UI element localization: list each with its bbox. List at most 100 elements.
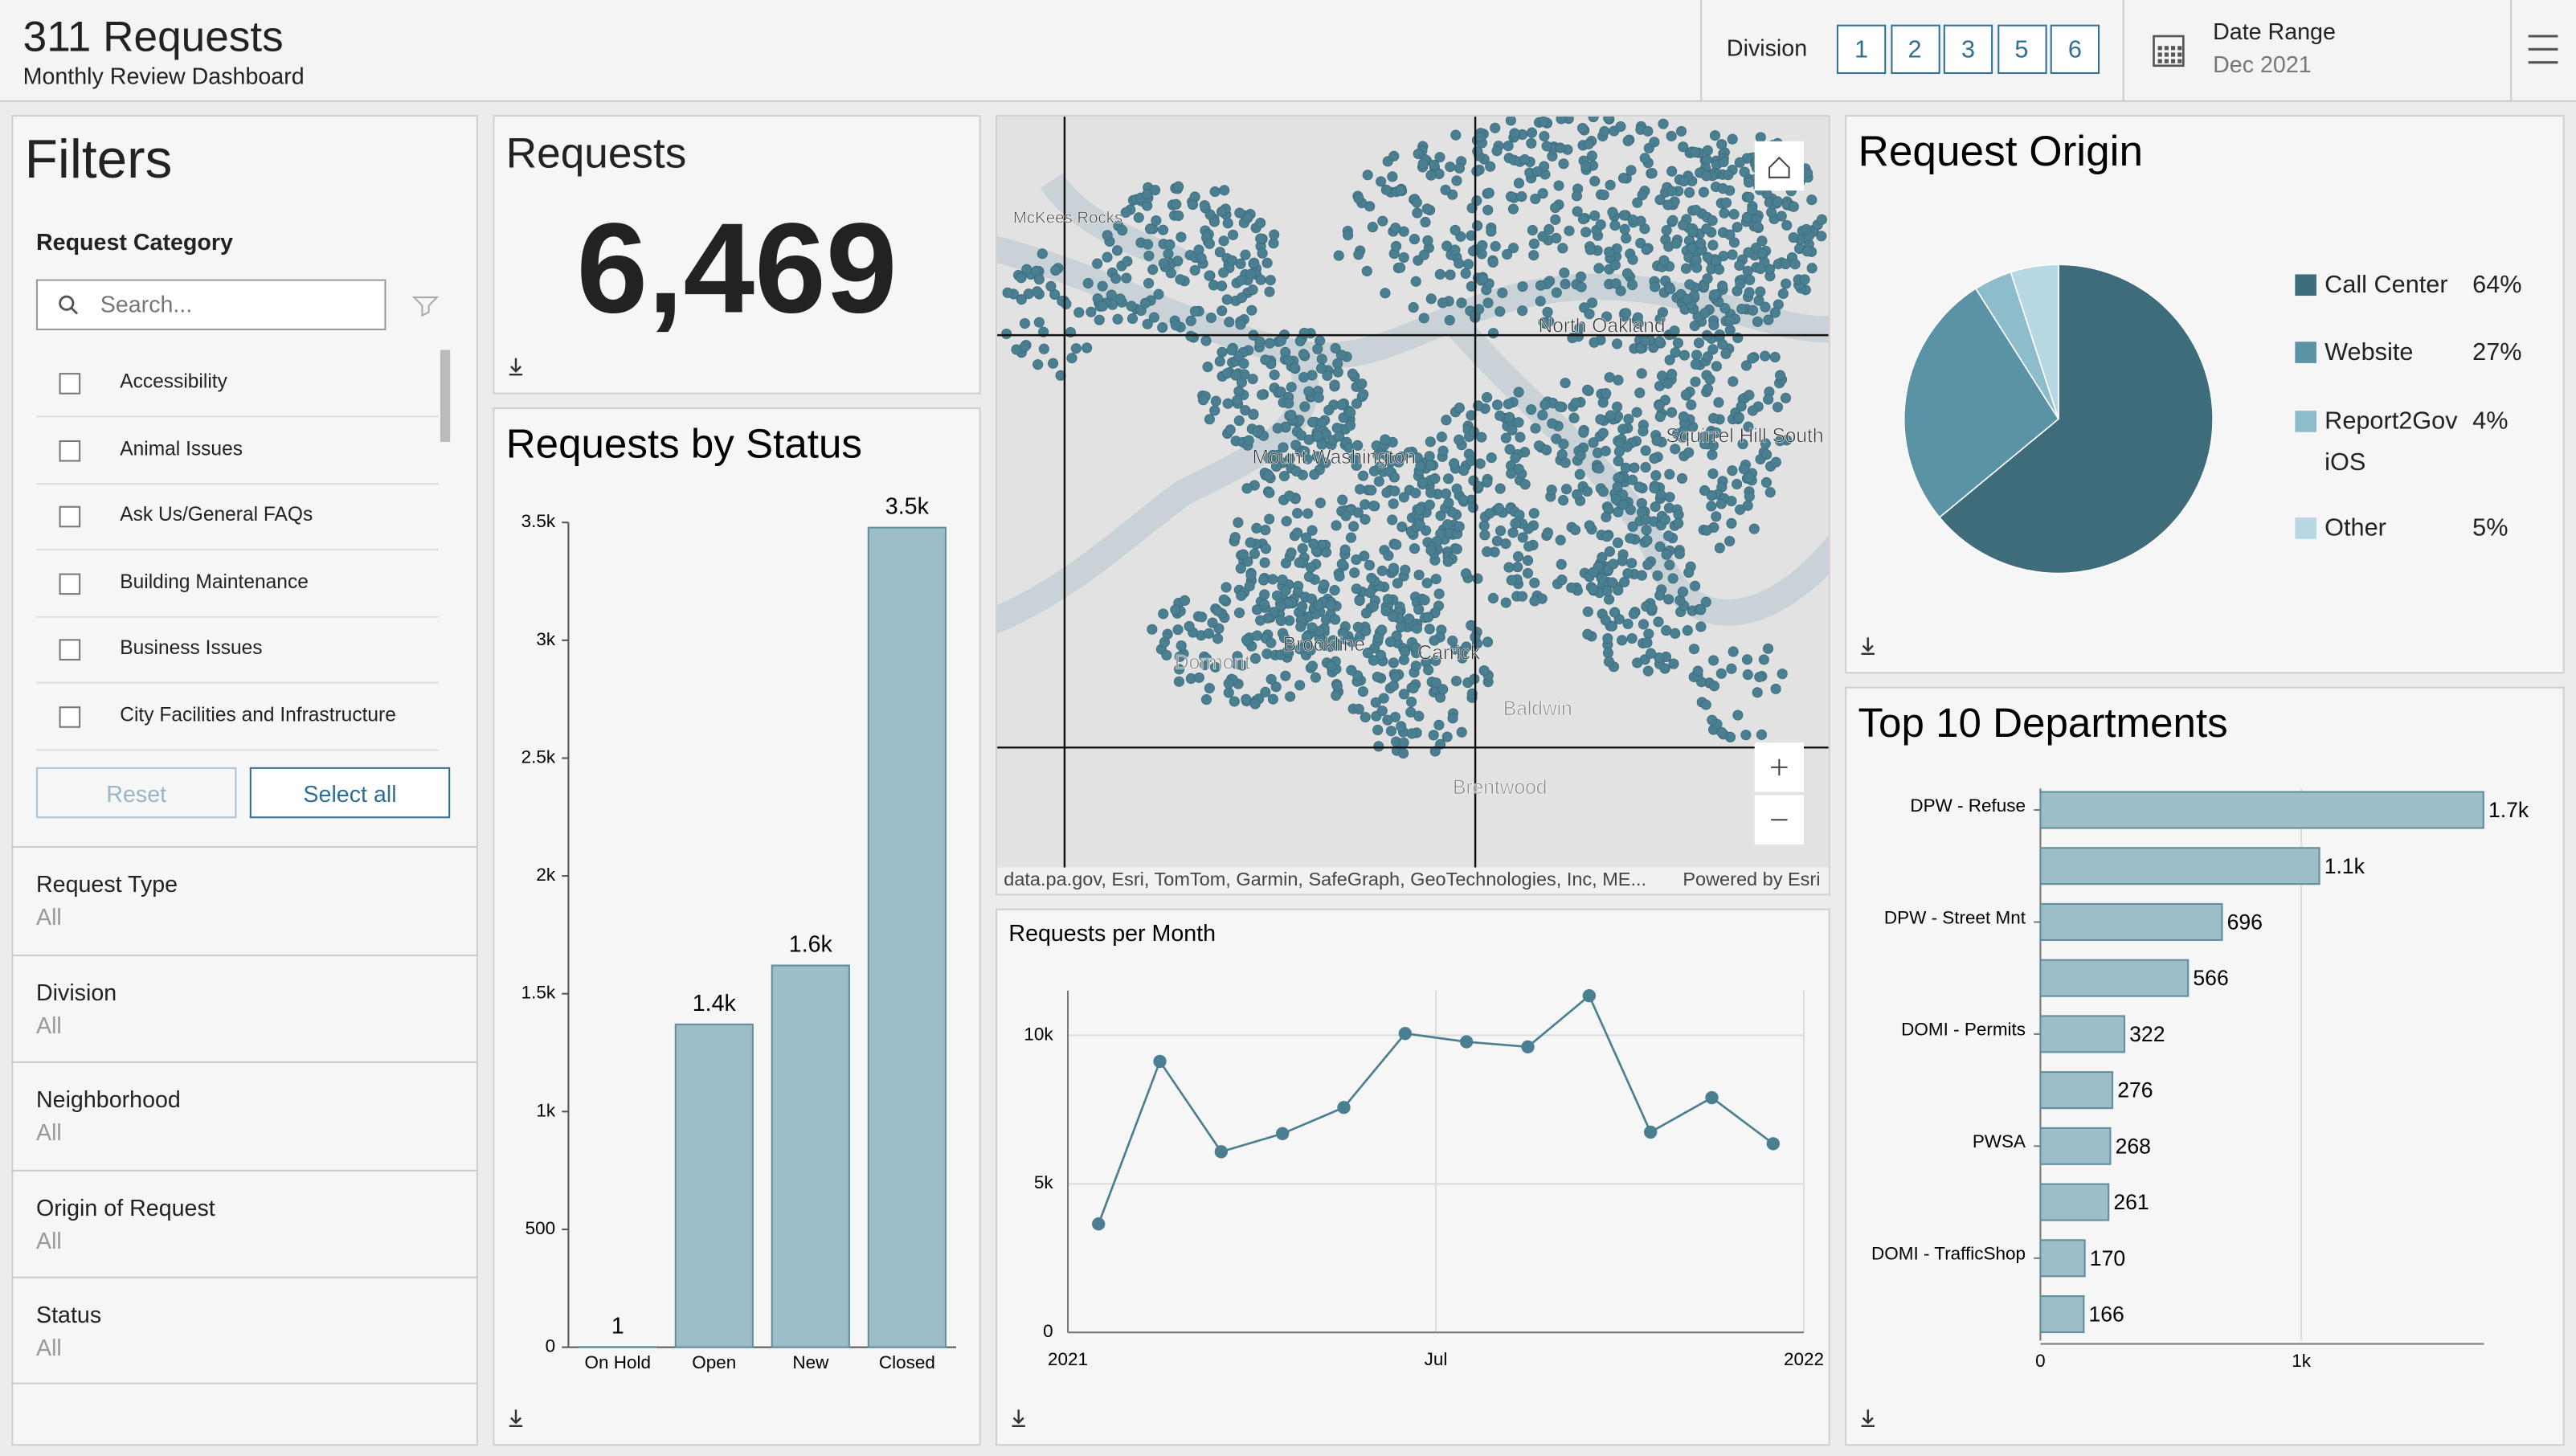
home-button[interactable] [1754,141,1805,191]
search-box[interactable]: Search... [35,279,386,330]
map-point [1315,497,1326,509]
map-point [1588,566,1599,578]
map-point [1546,485,1557,496]
map-point [1542,306,1553,317]
map-point [1740,360,1752,371]
point [1214,1145,1229,1159]
download-icon[interactable] [1861,637,1875,655]
division-button[interactable]: 5 [1997,24,2046,75]
map-point [1612,537,1624,549]
map-point [1173,211,1184,222]
map-point [1356,378,1368,390]
filter-group[interactable]: Neighborhood All [11,1061,478,1170]
map-point [1019,342,1030,353]
map-point [1713,397,1724,408]
value-label: 1.6k [789,932,833,958]
map-point [1776,211,1787,222]
category-row[interactable]: Building Maintenance [35,550,439,617]
map-point [1691,262,1703,273]
checkbox[interactable] [59,373,81,395]
checkbox[interactable] [59,505,81,528]
download-icon[interactable] [509,1409,523,1427]
map-point [1577,214,1589,225]
map-point [1396,721,1407,732]
checkbox[interactable] [59,639,81,661]
map-point [1016,294,1027,305]
map-point [1329,379,1340,391]
division-button[interactable]: 3 [1943,24,1993,75]
map-point [1772,196,1783,207]
map-point [1701,153,1712,166]
map-point [1707,344,1719,355]
category-row[interactable]: Accessibility [35,350,439,418]
download-icon[interactable] [509,358,523,376]
map-point [1332,366,1343,378]
map-point [1033,274,1045,285]
map-point [1578,427,1589,438]
map-point [1706,501,1717,512]
point [1092,1217,1106,1231]
map-point [1526,127,1538,138]
map-point [1388,680,1399,692]
calendar-cell [2164,52,2169,57]
value-label: 1.7k [2488,798,2529,822]
map-point [1310,672,1321,683]
map-point [1505,117,1516,126]
category-row[interactable]: City Facilities and Infrastructure [35,683,439,750]
filter-group[interactable]: Origin of Request All [11,1168,478,1278]
checkbox[interactable] [59,439,81,461]
category-row[interactable]: Animal Issues [35,416,439,485]
category-row[interactable]: Ask Us/General FAQs [35,483,439,550]
map-point [1597,486,1609,497]
map-point [1440,184,1451,195]
division-button[interactable]: 1 [1836,24,1887,75]
category-row[interactable]: Business Issues [35,616,439,684]
map-point [1640,462,1651,473]
map-point [1442,519,1454,530]
line-panel [996,908,1830,1446]
map-point [1223,687,1234,698]
download-icon[interactable] [1861,1409,1875,1427]
map-point [1258,575,1270,586]
map-point [1718,156,1729,168]
calendar-cell [2170,59,2176,63]
checkbox[interactable] [59,572,81,595]
map-point [1500,597,1511,608]
checkbox[interactable] [59,706,81,727]
map-point [1106,289,1117,301]
map-point [1503,562,1515,573]
map-point [1716,139,1728,150]
map-point [1472,573,1483,584]
select-all-button[interactable]: Select all [249,767,451,819]
map-point [1255,233,1266,244]
x-tick-label: 0 [2035,1351,2046,1371]
map-point [1372,671,1383,682]
map-point [1642,559,1654,571]
map-point [1606,620,1617,632]
scrollbar[interactable] [440,350,451,443]
bar [2039,1294,2085,1334]
map-point [1538,117,1549,127]
map-point [1754,671,1765,683]
map-point [1362,170,1373,181]
map-point [1621,232,1632,244]
map-point [1362,648,1373,659]
filter-group[interactable]: Division All [11,953,478,1062]
filter-group[interactable]: Request Type All [11,845,478,955]
filter-group[interactable]: Status All [11,1276,478,1385]
reset-button[interactable]: Reset [35,767,237,819]
line [1097,994,1774,1225]
map-point [1608,558,1619,570]
map-point [1732,710,1744,721]
map-point [1763,314,1774,325]
division-button[interactable]: 2 [1890,24,1940,75]
date-value[interactable]: Dec 2021 [2213,51,2312,78]
map-point [1380,288,1391,299]
map-point [1312,343,1323,354]
download-icon[interactable] [1012,1409,1025,1427]
division-button[interactable]: 6 [2050,24,2100,75]
map-point [1172,624,1184,636]
map-point [1727,249,1738,260]
map-point [1472,220,1483,231]
